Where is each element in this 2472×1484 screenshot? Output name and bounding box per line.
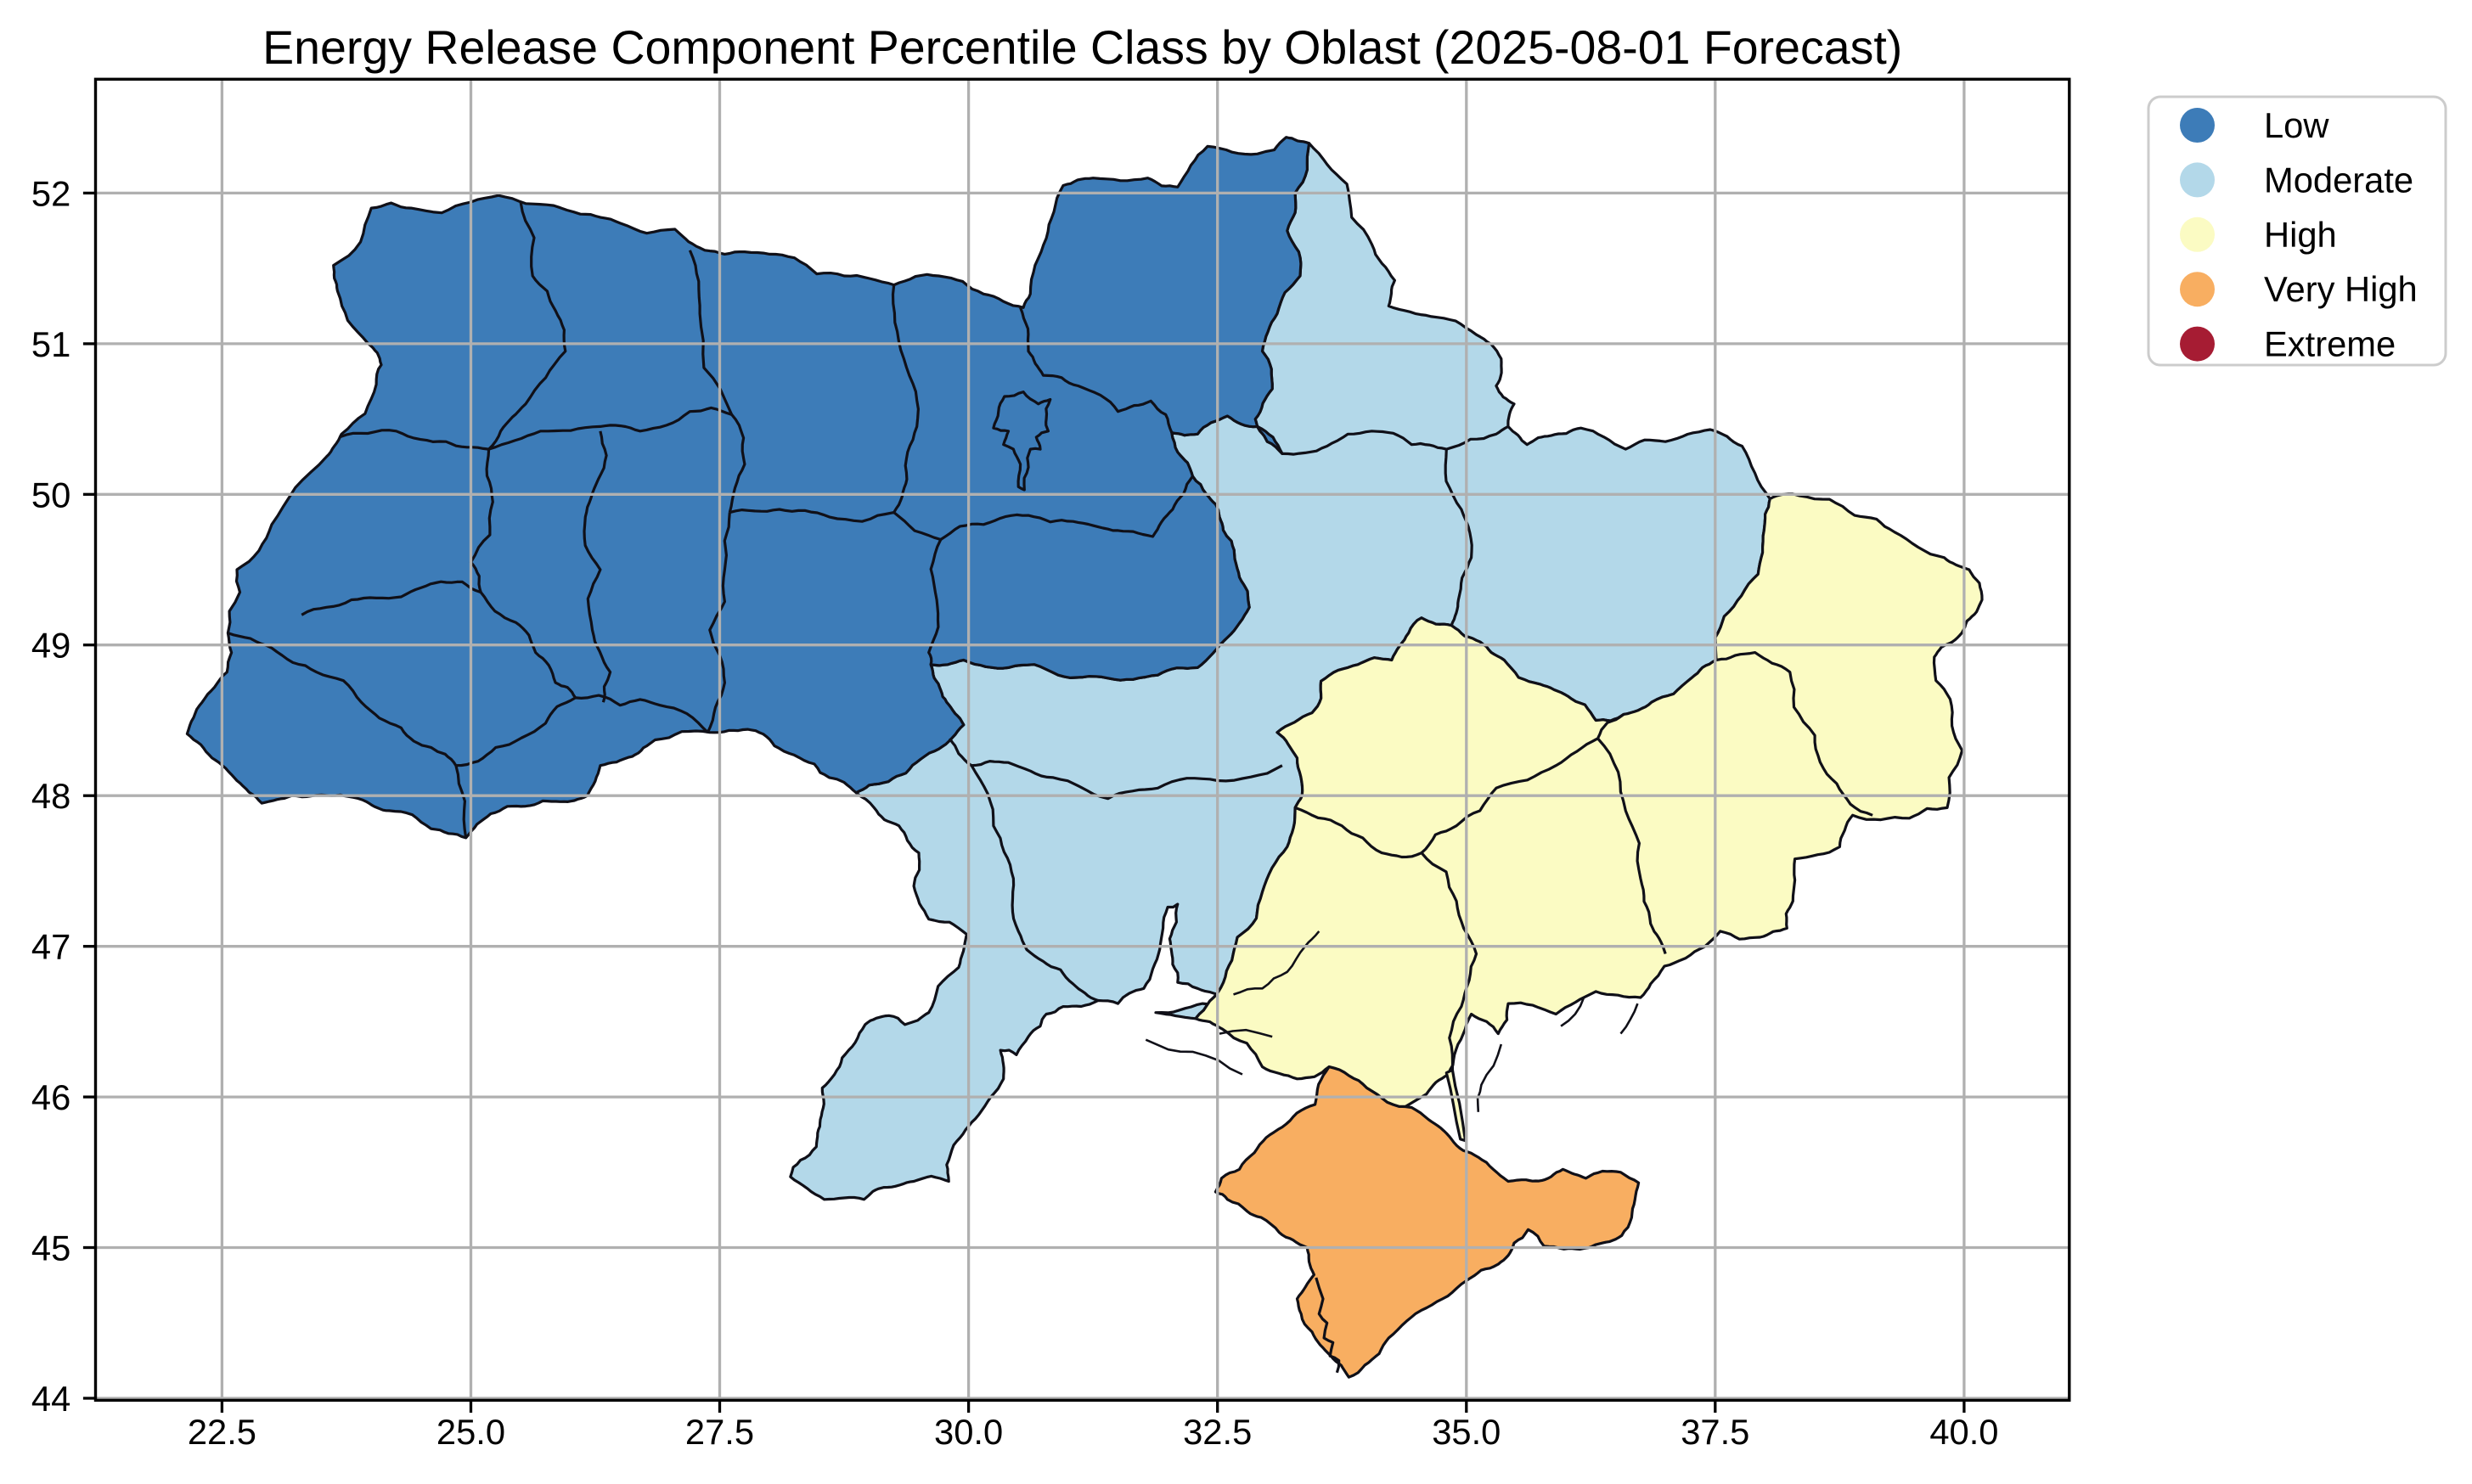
- svg-text:22.5: 22.5: [188, 1412, 256, 1452]
- svg-text:Low: Low: [2264, 105, 2329, 145]
- svg-text:Very High: Very High: [2264, 269, 2418, 309]
- svg-text:50: 50: [31, 475, 70, 514]
- svg-text:45: 45: [31, 1228, 70, 1268]
- svg-text:30.0: 30.0: [934, 1412, 1003, 1452]
- svg-text:35.0: 35.0: [1432, 1412, 1501, 1452]
- svg-text:49: 49: [31, 626, 70, 666]
- svg-text:Extreme: Extreme: [2264, 324, 2396, 364]
- svg-text:47: 47: [31, 927, 70, 967]
- svg-text:Energy Release Component Perce: Energy Release Component Percentile Clas…: [262, 21, 1902, 74]
- svg-text:51: 51: [31, 324, 70, 364]
- svg-text:27.5: 27.5: [685, 1412, 754, 1452]
- svg-text:37.5: 37.5: [1681, 1412, 1749, 1452]
- svg-text:46: 46: [31, 1077, 70, 1117]
- svg-text:32.5: 32.5: [1183, 1412, 1252, 1452]
- svg-text:25.0: 25.0: [436, 1412, 505, 1452]
- svg-text:48: 48: [31, 776, 70, 816]
- svg-text:40.0: 40.0: [1929, 1412, 1998, 1452]
- svg-text:44: 44: [31, 1379, 70, 1419]
- svg-text:Moderate: Moderate: [2264, 160, 2413, 200]
- svg-text:High: High: [2264, 215, 2337, 255]
- svg-text:52: 52: [31, 173, 70, 213]
